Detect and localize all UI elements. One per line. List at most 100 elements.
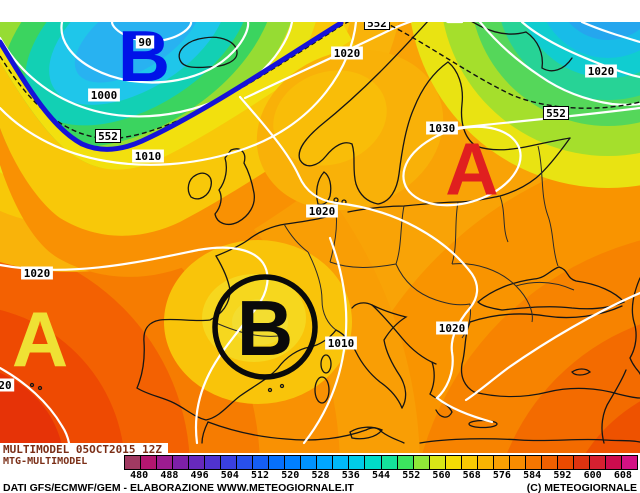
isobar-line <box>0 366 71 445</box>
scale-cell <box>412 456 429 469</box>
scale-label: 504 <box>220 470 239 481</box>
pressure-label-box <box>325 336 357 350</box>
coastline-cyprus <box>571 368 592 376</box>
pressure-label-box <box>0 378 15 392</box>
pressure-label-box <box>426 121 458 135</box>
scale-cell <box>300 456 317 469</box>
scale-cell <box>524 456 541 469</box>
pressure-label-box <box>21 266 53 280</box>
model-run-label: MULTIMODEL 05OCT2015 12Z <box>0 443 168 456</box>
scale-cell <box>620 456 637 469</box>
pressure-center-circle <box>212 274 318 380</box>
pressure-label: 1020 <box>24 267 51 280</box>
country-borders <box>213 145 575 339</box>
pressure-center-symbol: B <box>237 284 293 372</box>
coastlines <box>29 22 640 444</box>
coastline-white-sea <box>525 31 573 72</box>
pressure-center-symbol: A <box>445 128 498 211</box>
scale-cell <box>188 456 205 469</box>
scale-cell <box>204 456 221 469</box>
coastline-levant <box>601 369 627 444</box>
scale-cell <box>588 456 605 469</box>
coastline-sicily <box>349 426 384 440</box>
coastline-denmark <box>316 171 332 206</box>
coastline-iceland <box>178 36 238 69</box>
coastline-adriatic-east <box>371 304 437 365</box>
credits-left: DATI GFS/ECMWF/GEM - ELABORAZIONE WWW.ME… <box>3 482 354 493</box>
credits-right: (C) METEOGIORNALE <box>526 482 637 493</box>
scale-cell <box>284 456 301 469</box>
scale-cell <box>540 456 557 469</box>
coastline-africa-north <box>207 421 405 444</box>
scale-cell <box>476 456 493 469</box>
scale-label: 512 <box>251 470 270 481</box>
geopotential-color-field <box>0 22 640 453</box>
scale-label: 608 <box>613 470 632 481</box>
coastline-caspian <box>629 277 640 375</box>
coastline-africa-west <box>201 421 209 444</box>
scale-label: 584 <box>523 470 542 481</box>
scale-label: 592 <box>553 470 572 481</box>
scale-label: 528 <box>311 470 330 481</box>
scale-cell <box>236 456 253 469</box>
isobar-line <box>478 22 640 106</box>
isobar-line <box>0 246 269 445</box>
legend-area: MTG-MULTIMODEL 480 488 496 504 512 520 528 536 5… <box>0 453 640 493</box>
isobars-white <box>0 22 640 445</box>
scale-cell <box>444 456 461 469</box>
coastline-turkey-west-south <box>460 321 640 399</box>
contour-552-dashed <box>0 22 640 140</box>
isobar-line <box>580 22 640 44</box>
scale-label: 520 <box>281 470 300 481</box>
coastline-turkey-north <box>469 305 623 323</box>
coastline-baltic-south <box>347 137 571 213</box>
scale-cell <box>268 456 285 469</box>
scale-cell <box>220 456 237 469</box>
contour-552-thick <box>0 22 344 152</box>
pressure-label: 1030 <box>429 122 456 135</box>
scale-label: 536 <box>341 470 360 481</box>
scale-label: 552 <box>402 470 421 481</box>
coastline-africa-east <box>419 438 640 444</box>
scale-cell <box>572 456 589 469</box>
pressure-label: 20 <box>0 379 12 392</box>
coastline-scandinavia <box>298 22 571 205</box>
coastline-black-sea <box>477 266 626 311</box>
pressure-label: 90 <box>138 36 151 49</box>
pressure-label-box <box>306 204 338 218</box>
scale-label: 496 <box>190 470 209 481</box>
scale-cell <box>348 456 365 469</box>
isobar-line <box>0 22 358 166</box>
scale-cell <box>140 456 157 469</box>
pressure-label: 1010 <box>135 150 162 163</box>
color-scale-labels: 480 488 496 504 512 520 528 536 544 552 560 568 576 5… <box>124 470 638 481</box>
scale-cell <box>172 456 189 469</box>
scale-label: 544 <box>371 470 391 481</box>
map-overlay: BAA B901020102010005525525521010103010201… <box>0 17 617 392</box>
map-footer: MULTIMODEL 05OCT2015 12Z MTG-MULTIMODEL … <box>0 443 640 493</box>
pressure-center-symbol: A <box>12 295 68 383</box>
isobar-line <box>243 22 464 100</box>
scale-cell <box>125 456 141 469</box>
scale-cell <box>460 456 477 469</box>
pressure-label: 552 <box>367 17 387 30</box>
credits-line: DATI GFS/ECMWF/GEM - ELABORAZIONE WWW.ME… <box>3 483 637 493</box>
scale-cell <box>252 456 269 469</box>
pressure-label: 1000 <box>91 89 118 102</box>
scale-cell <box>380 456 397 469</box>
scale-cell <box>396 456 413 469</box>
isobar-line <box>60 22 250 84</box>
scale-label: 600 <box>583 470 602 481</box>
coastline-britain <box>214 148 255 225</box>
scale-cell <box>492 456 509 469</box>
scale-cell <box>316 456 333 469</box>
scale-label: 488 <box>160 470 179 481</box>
scale-label: 576 <box>492 470 511 481</box>
coastline-sardinia <box>314 376 330 404</box>
pressure-label-box <box>585 64 617 78</box>
pressure-label-box <box>94 129 122 143</box>
isobar-line <box>0 22 294 118</box>
scale-cell <box>604 456 621 469</box>
weather-map: BAA B901020102010005525525521010103010201… <box>0 17 640 453</box>
